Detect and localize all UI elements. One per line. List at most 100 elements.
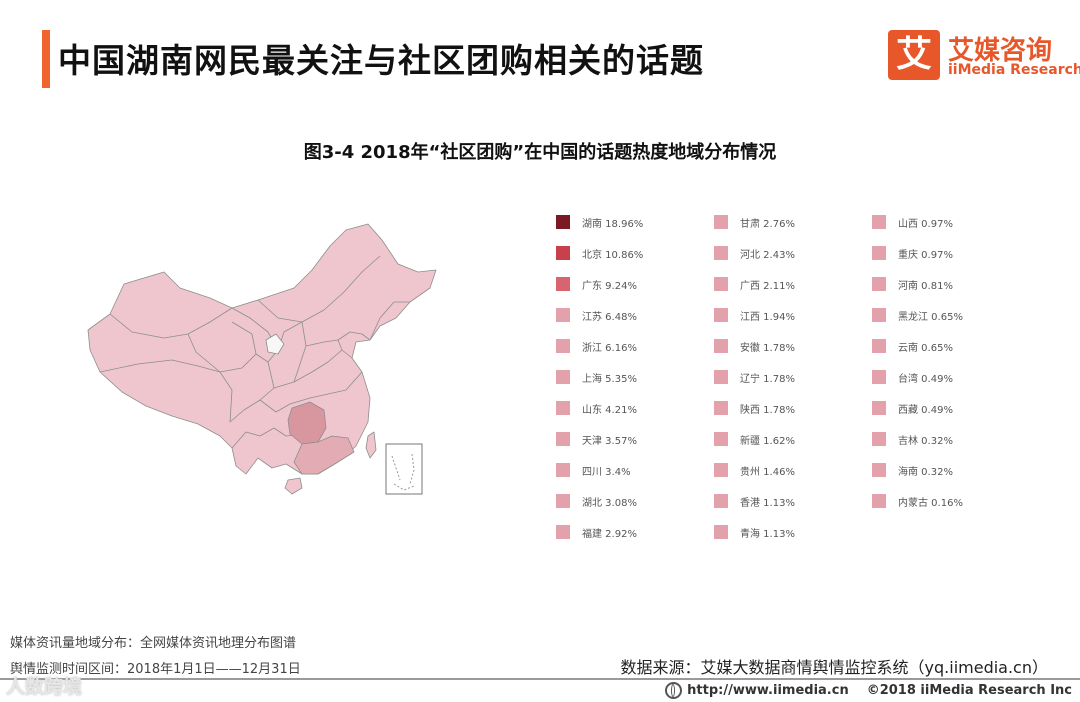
legend-label: 陕西 1.78%	[740, 404, 795, 416]
map-border-yunnan	[231, 427, 303, 449]
legend-label: 四川 3.4%	[582, 466, 631, 478]
legend-item: 安徽 1.78%	[714, 336, 795, 356]
legend-label: 浙江 6.16%	[582, 342, 637, 354]
chart-title: 图3-4 2018年“社区团购”在中国的话题热度地域分布情况	[303, 142, 777, 163]
legend-label: 甘肃 2.76%	[740, 218, 795, 230]
legend-swatch	[714, 525, 728, 539]
legend-item: 陕西 1.78%	[714, 398, 795, 418]
legend-swatch	[872, 277, 886, 291]
legend-swatch	[556, 432, 570, 446]
legend-item: 天津 3.57%	[556, 429, 637, 449]
legend-label: 吉林 0.32%	[898, 435, 953, 447]
legend-swatch	[872, 463, 886, 477]
map-border-south	[259, 371, 363, 413]
legend-swatch	[556, 215, 570, 229]
legend-swatch	[872, 494, 886, 508]
legend-item: 吉林 0.32%	[872, 429, 953, 449]
legend-swatch	[714, 308, 728, 322]
map-border-henan	[305, 339, 343, 351]
map-region-hainan	[284, 477, 303, 495]
legend-label: 湖南 18.96%	[582, 218, 644, 230]
legend-item: 贵州 1.46%	[714, 460, 795, 480]
legend-label: 青海 1.13%	[740, 528, 795, 540]
legend-item: 江西 1.94%	[714, 305, 795, 325]
legend-label: 黑龙江 0.65%	[898, 311, 963, 323]
legend-item: 黑龙江 0.65%	[872, 305, 963, 325]
legend-item: 广西 2.11%	[714, 274, 795, 294]
page-title: 中国湖南网民最关注与社区团购相关的话题	[58, 41, 704, 80]
map-inset-dash-1	[391, 455, 401, 481]
legend-swatch	[714, 494, 728, 508]
legend-item: 香港 1.13%	[714, 491, 795, 511]
logo-name-cn: 艾媒咨询	[948, 36, 1053, 66]
watermark: 人数跨境	[6, 676, 83, 698]
legend-swatch	[556, 401, 570, 415]
legend-label: 台湾 0.49%	[898, 373, 953, 385]
map-border-innermongolia	[257, 255, 381, 323]
legend-label: 上海 5.35%	[582, 373, 637, 385]
legend-item: 江苏 6.48%	[556, 305, 637, 325]
legend-label: 河南 0.81%	[898, 280, 953, 292]
legend-item: 河北 2.43%	[714, 243, 795, 263]
legend-item: 浙江 6.16%	[556, 336, 637, 356]
legend-item: 山东 4.21%	[556, 398, 637, 418]
legend-swatch	[872, 308, 886, 322]
legend-item: 四川 3.4%	[556, 460, 631, 480]
legend-label: 广西 2.11%	[740, 280, 795, 292]
legend-swatch	[714, 215, 728, 229]
legend-swatch	[714, 339, 728, 353]
legend-item: 西藏 0.49%	[872, 398, 953, 418]
legend-swatch	[556, 463, 570, 477]
footer-divider	[0, 678, 1080, 680]
map-border-qinghai	[187, 321, 257, 373]
map-region-taiwan	[365, 431, 377, 459]
footer-links: http://www.iimedia.cn ©2018 iiMedia Rese…	[665, 682, 1072, 699]
logo-name-en: iiMedia Research	[948, 62, 1080, 78]
legend-item: 上海 5.35%	[556, 367, 637, 387]
map-mainland	[87, 223, 437, 475]
legend-swatch	[872, 401, 886, 415]
legend-item: 云南 0.65%	[872, 336, 953, 356]
legend-label: 新疆 1.62%	[740, 435, 795, 447]
legend-label: 江苏 6.48%	[582, 311, 637, 323]
legend-swatch	[872, 246, 886, 260]
legend-swatch	[556, 277, 570, 291]
legend-label: 广东 9.24%	[582, 280, 637, 292]
map-border-central	[273, 349, 353, 389]
legend-label: 云南 0.65%	[898, 342, 953, 354]
footer-url[interactable]: http://www.iimedia.cn	[687, 683, 849, 698]
footnote-time-range: 舆情监测时间区间：2018年1月1日——12月31日	[10, 662, 301, 677]
map-border-xinjiang	[109, 307, 233, 339]
legend-label: 辽宁 1.78%	[740, 373, 795, 385]
legend-label: 香港 1.13%	[740, 497, 795, 509]
legend-label: 山西 0.97%	[898, 218, 953, 230]
legend-item: 甘肃 2.76%	[714, 212, 795, 232]
legend-label: 重庆 0.97%	[898, 249, 953, 261]
map-border-shaanxi	[277, 321, 307, 383]
footnote-distribution: 媒体资讯量地域分布：全网媒体资讯地理分布图谱	[10, 636, 297, 651]
legend-item: 内蒙古 0.16%	[872, 491, 963, 511]
legend-label: 内蒙古 0.16%	[898, 497, 963, 509]
legend-label: 安徽 1.78%	[740, 342, 795, 354]
china-map	[87, 223, 437, 495]
legend-swatch	[872, 432, 886, 446]
legend-item: 湖北 3.08%	[556, 491, 637, 511]
legend-item: 新疆 1.62%	[714, 429, 795, 449]
map-inset-frame	[385, 443, 423, 495]
legend-item: 辽宁 1.78%	[714, 367, 795, 387]
legend-item: 台湾 0.49%	[872, 367, 953, 387]
map-inset-dash-2	[409, 453, 415, 485]
map-south-china-sea-inset	[385, 443, 423, 495]
legend-swatch	[714, 432, 728, 446]
legend-item: 湖南 18.96%	[556, 212, 643, 232]
legend-swatch	[556, 308, 570, 322]
legend-swatch	[714, 463, 728, 477]
map-legend: 湖南 18.96% 北京 10.86% 广东 9.24% 江苏 6.48% 浙江 6.1…	[556, 212, 1056, 552]
map-border-northeast	[369, 301, 410, 341]
legend-label: 河北 2.43%	[740, 249, 795, 261]
map-border-jiangsu	[337, 331, 371, 341]
legend-item: 福建 2.92%	[556, 522, 637, 542]
legend-swatch	[556, 525, 570, 539]
legend-label: 天津 3.57%	[582, 435, 637, 447]
legend-swatch	[872, 370, 886, 384]
